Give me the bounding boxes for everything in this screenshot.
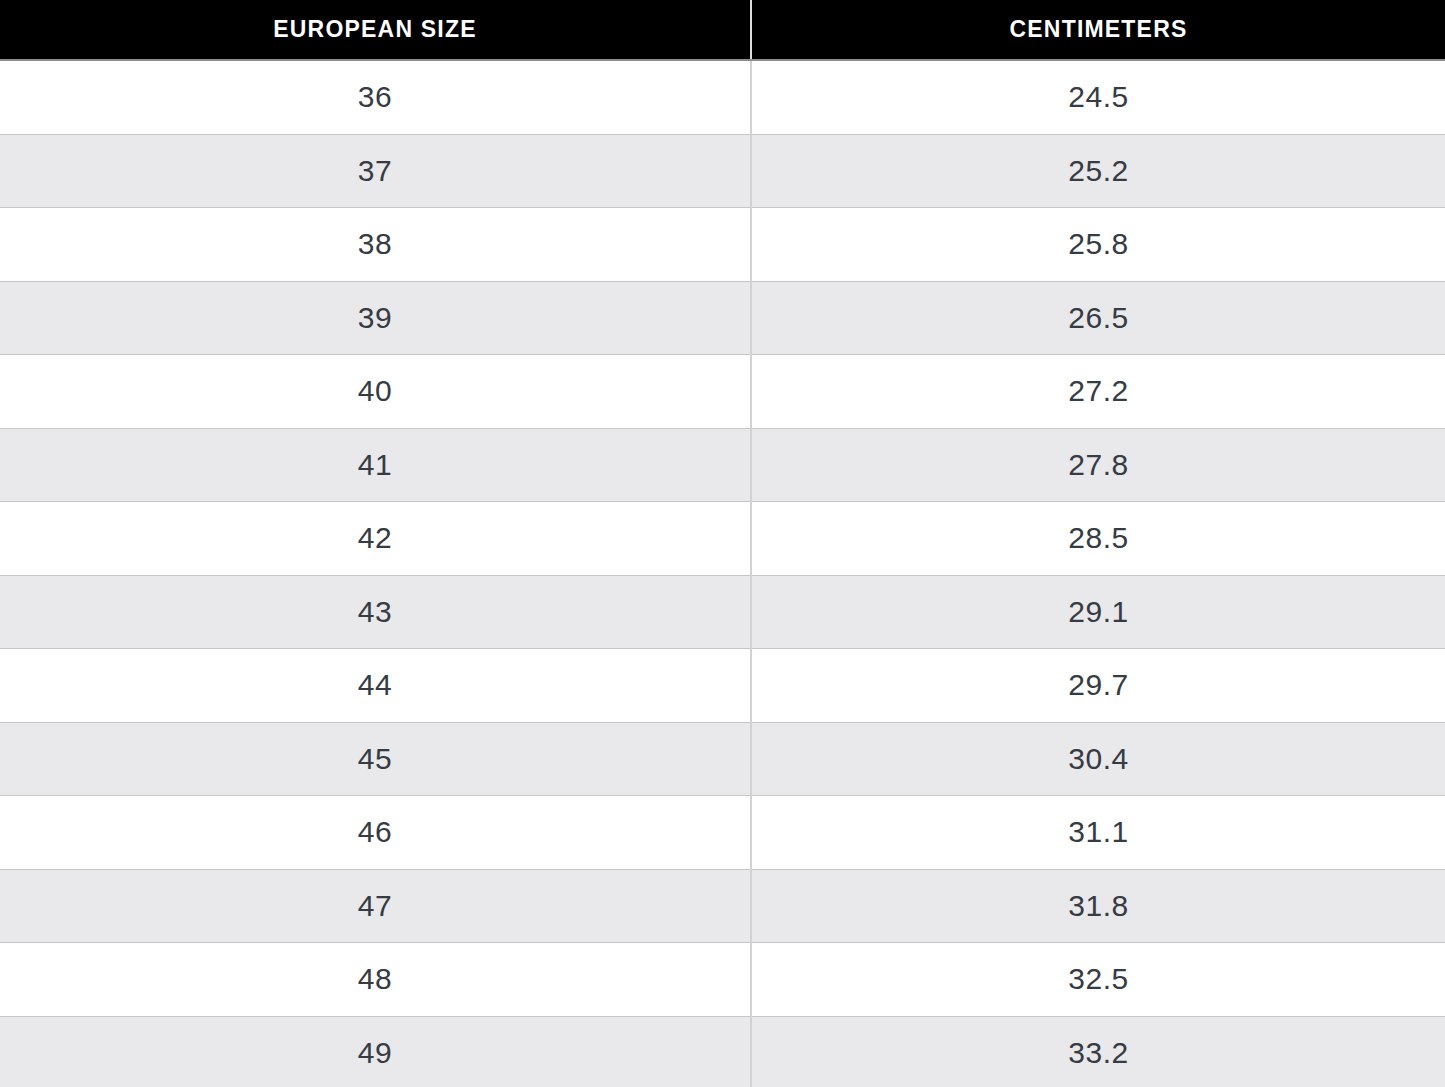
column-header-centimeters: CENTIMETERS — [751, 0, 1445, 60]
cm-cell: 32.5 — [751, 943, 1445, 1017]
cm-cell: 31.8 — [751, 869, 1445, 943]
cm-cell: 26.5 — [751, 281, 1445, 355]
size-cell: 40 — [0, 355, 751, 429]
table-row: 44 29.7 — [0, 649, 1445, 723]
table-row: 48 32.5 — [0, 943, 1445, 1017]
size-cell: 44 — [0, 649, 751, 723]
size-cell: 46 — [0, 796, 751, 870]
cm-cell: 27.8 — [751, 428, 1445, 502]
cm-cell: 33.2 — [751, 1016, 1445, 1087]
table-row: 46 31.1 — [0, 796, 1445, 870]
table-row: 41 27.8 — [0, 428, 1445, 502]
table-row: 43 29.1 — [0, 575, 1445, 649]
cm-cell: 30.4 — [751, 722, 1445, 796]
size-cell: 47 — [0, 869, 751, 943]
cm-cell: 31.1 — [751, 796, 1445, 870]
table-row: 37 25.2 — [0, 134, 1445, 208]
size-cell: 39 — [0, 281, 751, 355]
header-row: EUROPEAN SIZE CENTIMETERS — [0, 0, 1445, 60]
table-row: 47 31.8 — [0, 869, 1445, 943]
cm-cell: 29.1 — [751, 575, 1445, 649]
page: EUROPEAN SIZE CENTIMETERS 36 24.5 37 25.… — [0, 0, 1445, 1087]
cm-cell: 25.2 — [751, 134, 1445, 208]
table-row: 45 30.4 — [0, 722, 1445, 796]
cm-cell: 24.5 — [751, 60, 1445, 134]
size-cell: 37 — [0, 134, 751, 208]
table-row: 36 24.5 — [0, 60, 1445, 134]
size-cell: 45 — [0, 722, 751, 796]
table-body: 36 24.5 37 25.2 38 25.8 39 26.5 40 27.2 … — [0, 60, 1445, 1087]
cm-cell: 25.8 — [751, 208, 1445, 282]
size-conversion-table: EUROPEAN SIZE CENTIMETERS 36 24.5 37 25.… — [0, 0, 1445, 1087]
cm-cell: 28.5 — [751, 502, 1445, 576]
table-header: EUROPEAN SIZE CENTIMETERS — [0, 0, 1445, 60]
table-row: 42 28.5 — [0, 502, 1445, 576]
size-cell: 43 — [0, 575, 751, 649]
size-cell: 36 — [0, 60, 751, 134]
table-row: 38 25.8 — [0, 208, 1445, 282]
size-cell: 42 — [0, 502, 751, 576]
table-row: 40 27.2 — [0, 355, 1445, 429]
table-row: 49 33.2 — [0, 1016, 1445, 1087]
size-cell: 41 — [0, 428, 751, 502]
cm-cell: 27.2 — [751, 355, 1445, 429]
size-cell: 38 — [0, 208, 751, 282]
column-header-european-size: EUROPEAN SIZE — [0, 0, 751, 60]
table-row: 39 26.5 — [0, 281, 1445, 355]
size-cell: 49 — [0, 1016, 751, 1087]
size-cell: 48 — [0, 943, 751, 1017]
cm-cell: 29.7 — [751, 649, 1445, 723]
